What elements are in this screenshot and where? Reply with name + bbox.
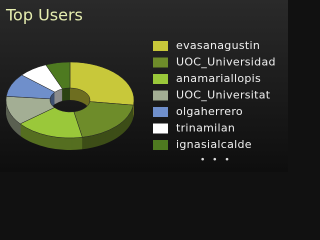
page: {"chart_data": {"type": "pie", "donut": …	[0, 0, 288, 172]
slice	[69, 61, 135, 106]
legend-label: anamariallopis	[176, 72, 261, 85]
legend-more: • • •	[200, 156, 232, 166]
legend-swatch	[153, 90, 168, 101]
slice	[19, 107, 83, 139]
legend-swatch	[153, 107, 168, 117]
slice	[45, 61, 71, 90]
legend-swatch	[153, 140, 168, 150]
legend-swatch	[153, 41, 168, 51]
legend-label: ignasialcalde	[176, 138, 252, 151]
legend-swatch	[153, 57, 168, 68]
legend-swatch	[153, 74, 168, 84]
chart: Top Users evasanagustin UOC_Universidadan…	[0, 0, 288, 172]
donut	[5, 61, 135, 150]
slice	[73, 101, 134, 138]
legend-label: UOC_Universitat	[176, 89, 271, 102]
legend-swatch	[153, 123, 168, 134]
legend: evasanagustin UOC_Universidad anamariallop…	[153, 39, 276, 151]
legend-label: UOC_Universidad	[176, 56, 276, 69]
legend-label: olgaherrero	[176, 105, 243, 118]
chart-title: Top Users	[5, 6, 83, 25]
legend-label: evasanagustin	[176, 39, 260, 52]
legend-label: trinamilan	[176, 122, 235, 135]
